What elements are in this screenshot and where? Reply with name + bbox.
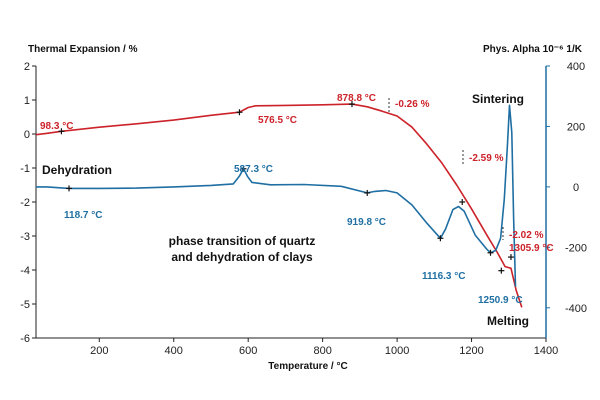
annotation-sintering: Sintering <box>472 92 524 106</box>
marker-6 <box>66 185 73 192</box>
data-markers <box>58 101 514 274</box>
x-tick-label-0: 200 <box>90 345 108 357</box>
marker-3 <box>459 199 466 205</box>
annotation-dehydration: Dehydration <box>42 163 112 177</box>
label-minus-2-02: -2.02 % <box>509 230 544 241</box>
y-left-tick-label-2: 0 <box>24 129 30 141</box>
annotations: Dehydration phase transition of quartz a… <box>42 92 529 328</box>
x-tick-label-5: 1200 <box>459 345 483 357</box>
label-1250-9: 1250.9 °C <box>478 295 523 306</box>
y-right-tick-label-0: 400 <box>567 61 585 73</box>
y-left-tick-label-7: -5 <box>20 299 30 311</box>
y-left-tick-label-8: -6 <box>20 333 30 345</box>
annotation-melting: Melting <box>487 314 529 328</box>
y-left-tick-label-6: -4 <box>20 265 30 277</box>
marker-0 <box>58 128 65 135</box>
label-919-8: 919.8 °C <box>347 217 386 228</box>
y-left-tick-label-5: -3 <box>20 231 30 243</box>
y-right-axis-title: Phys. Alpha 10⁻⁶ 1/K <box>483 44 583 55</box>
x-tick-label-3: 800 <box>313 345 331 357</box>
marker-5 <box>507 254 514 261</box>
x-tick-label-2: 600 <box>239 345 257 357</box>
label-98-3: 98.3 °C <box>40 121 73 132</box>
alpha-line <box>36 104 517 287</box>
tick-labels: 200 400 600 800 1000 1200 1400 2 1 0 -1 -2 -3 -4 -5 -6 4… <box>20 61 587 357</box>
series-lines <box>35 103 523 308</box>
y-left-tick-label-1: 1 <box>24 95 30 107</box>
x-tick-label-4: 1000 <box>385 345 409 357</box>
marker-2 <box>348 101 355 108</box>
y-right-tick-label-2: 0 <box>573 182 579 194</box>
y-right-tick-label-4: -400 <box>565 303 587 315</box>
y-left-tick-label-0: 2 <box>24 61 30 73</box>
marker-1 <box>236 109 243 116</box>
x-tick-label-1: 400 <box>165 345 183 357</box>
marker-4 <box>498 267 505 274</box>
marker-7 <box>240 165 247 172</box>
x-axis-title: Temperature / °C <box>268 361 347 372</box>
annotation-phase-line-1: phase transition of quartz <box>169 234 316 248</box>
marker-9 <box>437 235 444 242</box>
point-labels: 98.3 °C 576.5 °C 878.8 °C -0.26 % -2.59 … <box>40 93 554 306</box>
label-1305-9: 1305.9 °C <box>509 243 554 254</box>
annotation-phase-line-2: and dehydration of clays <box>171 250 313 264</box>
x-tick-label-6: 1400 <box>534 345 558 357</box>
y-left-axis-title: Thermal Expansion / % <box>28 44 138 55</box>
label-118-7: 118.7 °C <box>64 210 102 221</box>
y-left-tick-label-3: -1 <box>20 163 30 175</box>
marker-10 <box>487 249 494 256</box>
y-right-tick-label-3: -200 <box>565 242 587 254</box>
axes <box>32 65 550 342</box>
label-1116-3: 1116.3 °C <box>422 271 465 282</box>
label-576-5: 576.5 °C <box>258 115 297 126</box>
label-878-8: 878.8 °C <box>337 93 376 104</box>
label-587-3: 587.3 °C <box>234 164 273 175</box>
y-left-tick-label-4: -2 <box>20 197 30 209</box>
label-minus-2-59: -2.59 % <box>469 153 504 164</box>
label-minus-0-26: -0.26 % <box>395 99 430 110</box>
marker-8 <box>364 189 371 196</box>
y-right-tick-label-1: 200 <box>567 121 585 133</box>
expansion-line <box>35 103 523 308</box>
